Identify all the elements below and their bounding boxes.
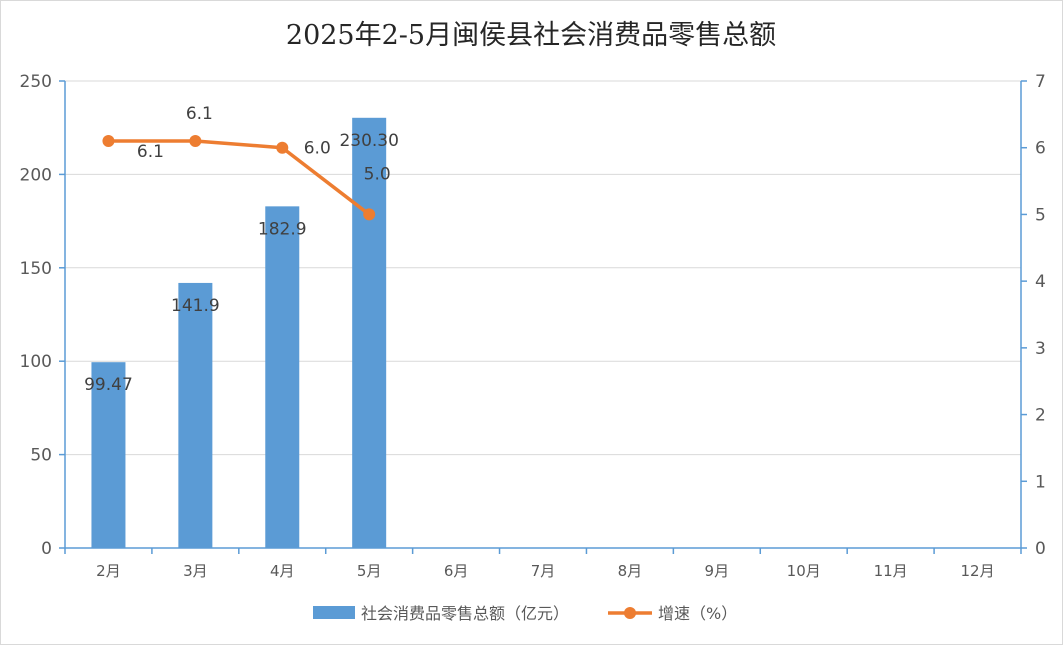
right-tick-label: 1 (1035, 472, 1046, 492)
line-point (276, 141, 289, 154)
bar-data-label: 99.47 (84, 375, 133, 395)
bar (265, 206, 300, 548)
bar-series (91, 117, 387, 549)
right-tick-label: 7 (1035, 72, 1046, 92)
growth-line (108, 139, 371, 216)
bar (352, 117, 387, 549)
x-tick-label: 7月 (531, 562, 556, 580)
bar (91, 362, 126, 548)
right-tick-label: 0 (1035, 539, 1046, 559)
x-tick-label: 9月 (705, 562, 730, 580)
left-tick-label: 100 (20, 352, 52, 372)
line-series (102, 135, 376, 221)
line-point (102, 135, 115, 148)
right-tick-label: 5 (1035, 205, 1046, 225)
data-labels: 99.47 141.9 182.9 230.30 6.1 6.1 6.0 5.0 (84, 104, 399, 395)
right-tick-label: 6 (1035, 139, 1046, 159)
left-tick-label: 0 (41, 539, 52, 559)
x-tick-label: 3月 (183, 562, 208, 580)
x-tick-label: 10月 (787, 562, 821, 580)
line-point (363, 208, 376, 221)
x-tick-label: 8月 (618, 562, 643, 580)
x-tick-label: 2月 (96, 562, 121, 580)
chart-title: 2025年2-5月闽侯县社会消费品零售总额 (286, 20, 776, 51)
legend-swatch-marker (624, 607, 636, 619)
line-data-label: 5.0 (364, 164, 391, 184)
x-tick-label: 6月 (444, 562, 469, 580)
left-tick-label: 50 (30, 446, 52, 466)
left-tick-label: 200 (20, 165, 52, 185)
gridlines (65, 80, 1021, 456)
legend-swatch-bar (313, 606, 355, 619)
x-tick-label: 4月 (270, 562, 295, 580)
legend-label-line: 增速（%） (658, 604, 737, 623)
bar-data-label: 141.9 (171, 296, 220, 316)
x-tick-label: 12月 (960, 562, 994, 580)
legend: 社会消费品零售总额（亿元） 增速（%） (313, 604, 737, 623)
bar-data-label: 182.9 (258, 219, 307, 239)
bar-data-label: 230.30 (339, 131, 398, 151)
line-point (189, 135, 202, 148)
bar (178, 282, 213, 548)
legend-label-bar: 社会消费品零售总额（亿元） (361, 604, 569, 623)
line-data-label: 6.1 (137, 142, 164, 162)
line-data-label: 6.0 (304, 139, 331, 159)
x-tick-label: 11月 (874, 562, 908, 580)
x-tick-label: 5月 (357, 562, 382, 580)
right-tick-label: 3 (1035, 339, 1046, 359)
right-tick-label: 4 (1035, 272, 1046, 292)
left-tick-label: 150 (20, 259, 52, 279)
axes: 0 50 100 150 200 250 0 1 2 3 4 5 6 7 2月 3月 4月 5月 6月 7月 8月 9月 1… (20, 72, 1046, 580)
right-tick-label: 2 (1035, 406, 1046, 426)
left-tick-label: 250 (20, 72, 52, 92)
line-data-label: 6.1 (186, 104, 213, 124)
